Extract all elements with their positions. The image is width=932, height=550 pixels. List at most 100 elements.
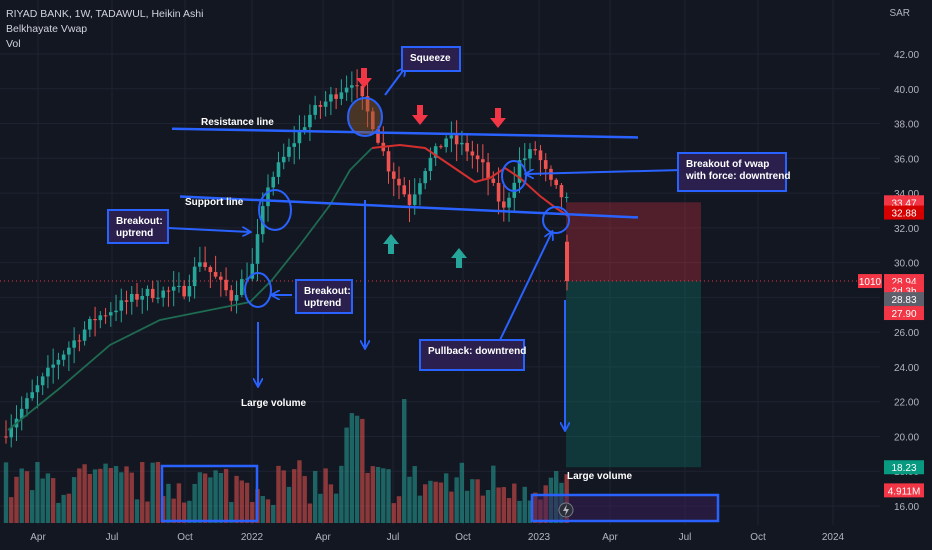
volume-bar <box>213 470 218 523</box>
vwap-break-label-text: Breakout of vwap <box>686 159 769 170</box>
volume-bar <box>370 466 375 523</box>
pullback-circle <box>542 206 570 234</box>
volume-bar <box>354 415 360 523</box>
indicator-label[interactable]: Belkhayate Vwap <box>6 23 88 35</box>
squeeze-label-text: Squeeze <box>410 53 451 64</box>
time-tick-label: Oct <box>750 532 766 543</box>
candle-body <box>297 130 302 144</box>
volume-bar <box>265 499 271 523</box>
candle-body <box>140 295 145 300</box>
candle-body <box>491 178 496 183</box>
candle-body <box>135 293 139 300</box>
candle-body <box>323 101 328 107</box>
candle-body <box>35 385 40 393</box>
volume-bar <box>192 483 197 523</box>
candle-body <box>287 146 291 157</box>
volume-bar <box>375 466 381 523</box>
candle-body <box>224 279 228 291</box>
candle-body <box>475 155 480 160</box>
volume-bar <box>517 500 522 523</box>
volume-bar <box>302 476 307 523</box>
volume-bar <box>333 493 339 523</box>
breakout-label-1-text: uptrend <box>116 228 153 239</box>
candle-body <box>166 290 171 292</box>
volume-bar <box>470 479 475 523</box>
volume-bar <box>349 413 355 523</box>
volume-bar <box>512 483 517 523</box>
price-tick-label: 30.00 <box>894 259 919 270</box>
candle-body <box>329 94 333 102</box>
candle-body <box>150 288 155 299</box>
candle-body <box>61 354 66 360</box>
volume-bar <box>229 502 234 523</box>
candle-body <box>397 178 401 186</box>
pullback-label-text: Pullback: downtrend <box>428 346 526 357</box>
candle-body <box>433 146 438 158</box>
volume-bar <box>35 462 40 523</box>
price-tick-label: 22.00 <box>894 398 919 409</box>
volume-bar <box>292 469 297 523</box>
candle-body <box>465 142 469 152</box>
volume-bar <box>150 462 155 523</box>
tag-1010-label: 1010 <box>859 277 882 288</box>
candle-body <box>198 262 202 267</box>
volume-bar <box>3 462 9 523</box>
pullback-pointer <box>499 232 552 341</box>
volume-bar <box>344 427 349 523</box>
volume-bar <box>485 489 491 523</box>
price-badge-label: 33.47 <box>891 198 916 209</box>
price-badge-label: 18.23 <box>891 463 916 474</box>
large-volume-label-1: Large volume <box>241 398 306 409</box>
candle-body <box>318 105 323 107</box>
candle-body <box>51 364 55 368</box>
volume-bar <box>87 473 93 523</box>
candle-body <box>114 310 118 313</box>
candle-body <box>439 146 443 148</box>
volume-bar <box>459 462 465 523</box>
price-tick-label: 16.00 <box>894 502 919 513</box>
large-volume-label-2: Large volume <box>567 471 632 482</box>
lightning-glyph <box>563 504 569 516</box>
annotations: SqueezeBreakout:uptrendBreakout:uptrendB… <box>107 46 790 523</box>
pullback-label-box <box>419 339 525 371</box>
price-badge <box>884 460 924 475</box>
price-tick-label: 36.00 <box>894 154 919 165</box>
price-tick-label: 42.00 <box>894 50 919 61</box>
volume-bar <box>24 471 30 523</box>
volume-bar <box>187 500 192 523</box>
candle-body <box>418 183 422 195</box>
price-badge-label: 2d 3h <box>891 286 916 297</box>
volume-bar <box>360 418 365 523</box>
price-badge <box>884 205 924 220</box>
candle-body <box>386 151 391 172</box>
candle-body <box>255 234 260 264</box>
candle-body <box>19 408 24 419</box>
candle-body <box>171 286 176 291</box>
vwap-break-label-text: with force: downtrend <box>685 171 790 182</box>
volume-bar <box>491 465 496 523</box>
volume-bar <box>407 476 412 523</box>
volume-bar <box>9 497 14 523</box>
candle-body <box>271 176 276 188</box>
volume-bar <box>454 477 459 523</box>
volume-bar <box>155 461 161 523</box>
candle-body <box>240 279 244 296</box>
volume-bar <box>50 478 56 523</box>
time-tick-label: Oct <box>455 532 471 543</box>
candle-body <box>109 312 113 316</box>
volume-label[interactable]: Vol <box>6 38 21 50</box>
price-badge <box>884 292 924 307</box>
candle-body <box>30 392 34 399</box>
volume-bar <box>218 472 224 523</box>
volume-bar <box>307 503 313 523</box>
volume-bar <box>328 484 334 523</box>
volume-bar <box>339 465 344 523</box>
breakout-label-1-text: Breakout: <box>116 216 163 227</box>
volume-bar <box>202 473 208 523</box>
sell-signal-arrow <box>412 105 428 125</box>
candle-body <box>182 285 186 297</box>
volume-bar <box>129 472 134 523</box>
candle-body <box>423 171 427 184</box>
vwap-break-pointer <box>526 170 683 174</box>
